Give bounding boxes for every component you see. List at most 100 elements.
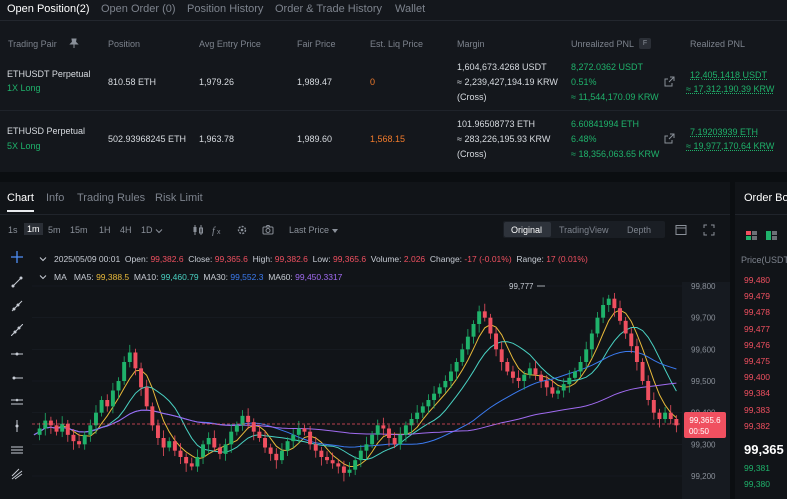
candle-body <box>634 346 639 362</box>
ohlc-high-label: High: <box>252 254 273 264</box>
tab-position-history[interactable]: Position History <box>187 3 264 15</box>
row2-pair[interactable]: ETHUSD Perpetual <box>7 126 86 136</box>
active-tab-underline <box>7 210 34 212</box>
candle-type-icon[interactable] <box>192 224 204 236</box>
ask-price[interactable]: 99,476 <box>744 339 770 350</box>
candle-body <box>527 368 532 375</box>
row2-rpnl-amount[interactable]: 7.19203939 ETH <box>690 127 759 137</box>
candle-body <box>561 384 566 391</box>
row1-rpnl-krw[interactable]: ≈ 17,312,190.39 KRW <box>686 84 775 94</box>
collapse-chevron-icon[interactable] <box>39 255 47 263</box>
ohlc-low: 99,365.6 <box>332 254 367 264</box>
extended-line-icon[interactable] <box>11 324 23 336</box>
tab-risk-limit[interactable]: Risk Limit <box>155 192 203 204</box>
price-type-select[interactable]: Last Price <box>289 225 330 235</box>
chart-panel: Chart Info Trading Rules Risk Limit 1s 1… <box>0 182 730 499</box>
tab-order-trade-history[interactable]: Order & Trade History <box>275 3 382 15</box>
ma-label: MA <box>54 272 67 282</box>
order-book-title[interactable]: Order Book <box>744 192 787 204</box>
fullscreen-icon[interactable] <box>703 224 715 236</box>
candle-body <box>234 425 239 432</box>
ohlc-close-label: Close: <box>188 254 213 264</box>
tab-open-order[interactable]: Open Order (0) <box>101 3 176 15</box>
trendline-icon[interactable] <box>11 276 23 288</box>
chevron-down-icon[interactable] <box>155 227 163 235</box>
share-icon[interactable] <box>664 133 675 144</box>
timeframe-1d[interactable]: 1D <box>141 225 153 235</box>
crosshair-icon[interactable] <box>11 251 23 263</box>
pnl-mode-badge[interactable]: F <box>639 38 651 49</box>
col-trading-pair: Trading Pair <box>8 39 57 49</box>
tab-chart[interactable]: Chart <box>7 192 34 204</box>
ma10-value: 99,460.79 <box>160 272 199 282</box>
orderbook-bids-icon[interactable] <box>766 230 777 241</box>
ask-price[interactable]: 99,384 <box>744 388 770 399</box>
row2-rpnl-krw[interactable]: ≈ 19,977,170.64 KRW <box>686 141 775 151</box>
tab-open-position[interactable]: Open Position(2) <box>7 3 90 15</box>
bid-price[interactable]: 99,380 <box>744 479 770 489</box>
orderbook-both-icon[interactable] <box>746 230 757 241</box>
ask-price[interactable]: 99,475 <box>744 356 770 366</box>
timeframe-1m[interactable]: 1m <box>24 223 43 235</box>
row2-fair: 1,989.60 <box>297 134 333 144</box>
caret-down-icon[interactable] <box>331 227 339 235</box>
candle-body <box>240 415 245 426</box>
ma5-value: 99,388.5 <box>96 272 130 282</box>
candle-body <box>184 457 189 464</box>
view-original[interactable]: Original <box>511 225 543 235</box>
ohlc-range: 17 (0.01%) <box>546 254 588 264</box>
timeframe-1s[interactable]: 1s <box>8 225 18 235</box>
settings-gear-icon[interactable] <box>236 224 248 236</box>
timeframe-5m[interactable]: 5m <box>48 225 61 235</box>
ask-price[interactable]: 99,383 <box>744 404 770 415</box>
row1-upnl-percent: 0.51% <box>571 77 597 87</box>
row1-rpnl-amount[interactable]: 12,405.1418 USDT <box>690 70 768 80</box>
row2-liq: 1,568.15 <box>370 134 406 144</box>
view-tradingview[interactable]: TradingView <box>559 225 609 235</box>
candle-body <box>99 400 104 413</box>
ask-price[interactable]: 99,480 <box>744 275 770 285</box>
collapse-chevron-icon[interactable] <box>39 273 47 281</box>
tab-wallet[interactable]: Wallet <box>395 3 426 15</box>
candle-body <box>623 320 628 334</box>
candle-body <box>325 457 329 461</box>
ask-price[interactable]: 99,477 <box>744 323 770 334</box>
row1-pair[interactable]: ETHUSDT Perpetual <box>7 69 91 79</box>
view-depth[interactable]: Depth <box>627 225 652 235</box>
candlestick-chart[interactable]: 99,80099,70099,60099,50099,40099,30099,2… <box>32 282 730 499</box>
candle-body <box>420 406 425 413</box>
ray-icon[interactable] <box>11 300 23 312</box>
share-icon[interactable] <box>664 76 675 87</box>
candle-body <box>488 317 493 334</box>
candle-body <box>589 333 594 350</box>
candle-body <box>116 381 121 391</box>
horizontal-line-icon[interactable] <box>11 348 23 360</box>
candle-body <box>319 450 324 457</box>
tab-info[interactable]: Info <box>46 192 65 204</box>
camera-icon[interactable] <box>262 224 274 236</box>
bid-price[interactable]: 99,381 <box>744 463 770 473</box>
horizontal-ray-icon[interactable] <box>11 372 23 384</box>
fibonacci-icon[interactable] <box>11 444 23 456</box>
pitchfork-icon[interactable] <box>11 468 23 480</box>
ask-price[interactable]: 99,478 <box>744 307 770 318</box>
candle-body <box>257 431 262 438</box>
ask-price[interactable]: 99,400 <box>744 372 770 383</box>
ask-price[interactable]: 99,382 <box>744 420 770 431</box>
layout-icon[interactable] <box>675 224 687 236</box>
candle-body <box>268 447 273 454</box>
candle-body <box>285 441 290 451</box>
price-axis-label: 99,600 <box>691 345 716 354</box>
timeframe-15m[interactable]: 15m <box>70 225 88 235</box>
parallel-channel-icon[interactable] <box>11 396 23 408</box>
tab-trading-rules[interactable]: Trading Rules <box>77 192 146 204</box>
timeframe-1h[interactable]: 1H <box>99 225 111 235</box>
ohlc-open: 99,382.6 <box>150 254 184 264</box>
timeframe-4h[interactable]: 4H <box>120 225 132 235</box>
ask-price[interactable]: 99,479 <box>744 291 770 302</box>
vertical-line-icon[interactable] <box>11 420 23 432</box>
candle-body <box>251 422 256 432</box>
pin-icon[interactable] <box>69 38 79 49</box>
candle-body <box>274 453 279 461</box>
